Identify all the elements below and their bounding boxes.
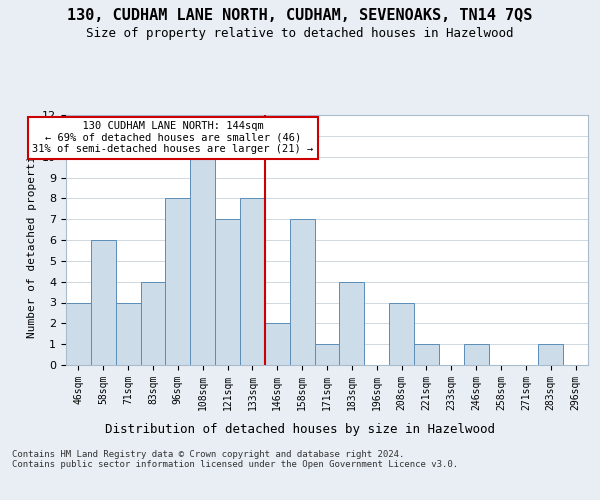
Text: Size of property relative to detached houses in Hazelwood: Size of property relative to detached ho… xyxy=(86,28,514,40)
Text: 130 CUDHAM LANE NORTH: 144sqm  
← 69% of detached houses are smaller (46)
31% of: 130 CUDHAM LANE NORTH: 144sqm ← 69% of d… xyxy=(32,121,314,154)
Bar xyxy=(389,302,414,365)
Bar xyxy=(190,156,215,365)
Bar xyxy=(538,344,563,365)
Bar xyxy=(290,219,314,365)
Text: Contains HM Land Registry data © Crown copyright and database right 2024.
Contai: Contains HM Land Registry data © Crown c… xyxy=(12,450,458,469)
Text: Distribution of detached houses by size in Hazelwood: Distribution of detached houses by size … xyxy=(105,422,495,436)
Bar xyxy=(340,282,364,365)
Text: 130, CUDHAM LANE NORTH, CUDHAM, SEVENOAKS, TN14 7QS: 130, CUDHAM LANE NORTH, CUDHAM, SEVENOAK… xyxy=(67,8,533,22)
Bar xyxy=(215,219,240,365)
Bar xyxy=(240,198,265,365)
Bar xyxy=(464,344,488,365)
Bar xyxy=(116,302,140,365)
Bar xyxy=(140,282,166,365)
Bar xyxy=(166,198,190,365)
Bar xyxy=(414,344,439,365)
Bar xyxy=(314,344,340,365)
Bar xyxy=(66,302,91,365)
Bar xyxy=(91,240,116,365)
Bar xyxy=(265,324,290,365)
Y-axis label: Number of detached properties: Number of detached properties xyxy=(26,142,37,338)
